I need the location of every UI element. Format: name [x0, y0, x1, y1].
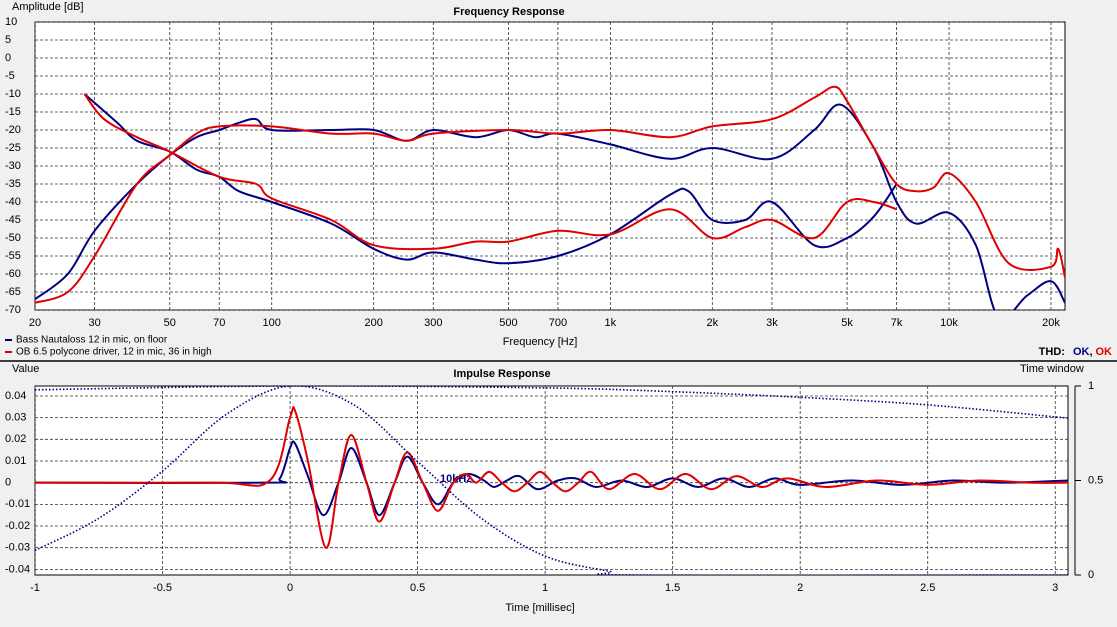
- x-tick-label: 30: [89, 317, 101, 329]
- y-tick-label: -10: [5, 88, 21, 100]
- y-tick-label: -70: [5, 304, 21, 316]
- y-tick-label: -65: [5, 286, 21, 298]
- line: [35, 386, 1068, 419]
- y2-tick-label: 0.5: [1088, 474, 1103, 486]
- y-tick-label: -30: [5, 160, 21, 172]
- y-axis-label: Value: [12, 363, 39, 375]
- y-tick-label: -0.01: [5, 498, 30, 510]
- plot-series: [35, 85, 1065, 310]
- x-axis-label: Time [millisec]: [505, 602, 574, 614]
- y-axis-label: Amplitude [dB]: [12, 1, 84, 13]
- x-tick-label: 70: [213, 317, 225, 329]
- line: [35, 85, 1065, 304]
- x-tick-label: 700: [549, 317, 567, 329]
- y-tick-label: -0.04: [5, 563, 30, 575]
- plot-series: [35, 386, 1068, 575]
- y-tick-label: -25: [5, 142, 21, 154]
- x-tick-label: 2: [797, 582, 803, 594]
- x-axis-label: Frequency [Hz]: [503, 336, 578, 348]
- y-tick-label: -15: [5, 106, 21, 118]
- x-tick-label: 7k: [891, 317, 903, 329]
- thd-text: THD:: [1039, 346, 1065, 358]
- line: [35, 103, 1065, 310]
- x-tick-label: 1: [542, 582, 548, 594]
- line: [83, 93, 898, 265]
- y-tick-label: -55: [5, 250, 21, 262]
- x-tick-label: 0.5: [410, 582, 425, 594]
- x-tick-label: 3: [1052, 582, 1058, 594]
- y-tick-label: -40: [5, 196, 21, 208]
- x-tick-label: 2k: [707, 317, 719, 329]
- thd-text: OK: [1073, 346, 1090, 358]
- y-tick-label: -60: [5, 268, 21, 280]
- line: [83, 93, 897, 251]
- x-tick-label: 1.5: [665, 582, 680, 594]
- thd-status: THD: OK, OK: [1039, 346, 1112, 358]
- thd-text: ,: [1089, 346, 1092, 358]
- y-tick-label: -35: [5, 178, 21, 190]
- chart-title: Impulse Response: [453, 368, 550, 380]
- y2-axis-label: Time window: [1020, 363, 1084, 375]
- y-tick-label: -45: [5, 214, 21, 226]
- x-tick-label: -1: [30, 582, 40, 594]
- x-tick-label: 10k: [940, 317, 958, 329]
- x-tick-label: 100: [263, 317, 281, 329]
- chart-title: Frequency Response: [453, 6, 564, 18]
- y-tick-label: -20: [5, 124, 21, 136]
- x-tick-label: 5k: [841, 317, 853, 329]
- x-tick-label: 200: [364, 317, 382, 329]
- y2-tick-label: 0: [1088, 569, 1094, 581]
- y2-tick-label: 1: [1088, 380, 1094, 392]
- x-tick-label: 20: [29, 317, 41, 329]
- x-tick-label: 500: [499, 317, 517, 329]
- y-tick-label: -50: [5, 232, 21, 244]
- y-tick-label: 0.02: [5, 433, 26, 445]
- y-tick-label: 0.04: [5, 390, 26, 402]
- y-tick-label: 0.01: [5, 455, 26, 467]
- y-tick-label: -0.02: [5, 520, 30, 532]
- line: [35, 405, 1068, 549]
- x-tick-label: 3k: [766, 317, 778, 329]
- x-tick-label: 20k: [1042, 317, 1060, 329]
- x-tick-label: 2.5: [920, 582, 935, 594]
- legend-label: OB 6.5 polycone driver, 12 in mic, 36 in…: [16, 347, 212, 358]
- x-tick-label: 1k: [605, 317, 617, 329]
- y-tick-label: 10: [5, 16, 17, 28]
- y-tick-label: -5: [5, 70, 15, 82]
- x-tick-label: 50: [164, 317, 176, 329]
- y-tick-label: -0.03: [5, 542, 30, 554]
- y-tick-label: 0: [5, 477, 11, 489]
- legend-label: Bass Nautaloss 12 in mic, on floor: [16, 335, 168, 346]
- thd-text: OK: [1096, 346, 1113, 358]
- x-tick-label: -0.5: [153, 582, 172, 594]
- x-tick-label: 0: [287, 582, 293, 594]
- x-tick-label: 300: [424, 317, 442, 329]
- y-tick-label: 0: [5, 52, 11, 64]
- y-tick-label: 0.03: [5, 412, 26, 424]
- y-tick-label: 5: [5, 34, 11, 46]
